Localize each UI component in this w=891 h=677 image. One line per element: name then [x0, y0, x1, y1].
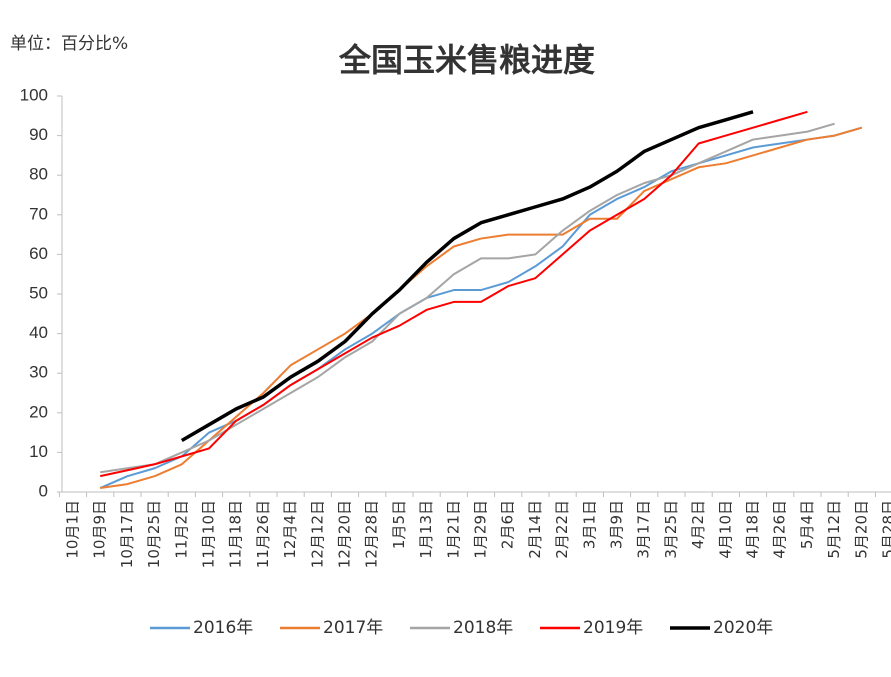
x-tick-label: 4月18日	[744, 500, 762, 559]
y-tick-label: 100	[20, 85, 48, 104]
x-tick-label: 11月2日	[172, 500, 190, 559]
x-tick-label: 1月21日	[444, 500, 462, 559]
x-tick-label: 10月9日	[91, 500, 109, 559]
x-tick-label: 5月4日	[798, 500, 816, 549]
y-tick-label: 90	[29, 125, 48, 144]
legend-label: 2020年	[713, 618, 773, 638]
y-tick-label: 30	[29, 363, 48, 382]
x-tick-label: 11月18日	[227, 500, 245, 568]
series-line	[100, 126, 863, 490]
x-tick-label: 12月20日	[336, 500, 354, 568]
x-tick-label: 5月28日	[880, 500, 891, 559]
x-tick-label: 11月10日	[200, 500, 218, 568]
legend-label: 2018年	[453, 618, 513, 638]
x-tick-label: 5月12日	[825, 500, 843, 559]
y-tick-label: 40	[29, 323, 48, 342]
x-tick-label: 12月12日	[308, 500, 326, 568]
y-tick-label: 80	[29, 165, 48, 184]
series-line	[180, 110, 754, 443]
x-tick-label: 3月17日	[635, 500, 653, 559]
y-tick-label: 70	[29, 204, 48, 223]
x-tick-label: 4月2日	[689, 500, 707, 549]
x-tick-label: 3月9日	[608, 500, 626, 549]
x-tick-label: 1月29日	[472, 500, 490, 559]
x-tick-label: 4月26日	[771, 500, 789, 559]
x-tick-label: 4月10日	[716, 500, 734, 559]
series-line	[99, 110, 808, 478]
x-tick-label: 10月17日	[118, 500, 136, 568]
x-tick-label: 2月14日	[526, 500, 544, 559]
legend-label: 2019年	[583, 618, 643, 638]
x-tick-label: 10月25日	[145, 500, 163, 568]
y-tick-label: 10	[29, 442, 48, 461]
y-tick-label: 60	[29, 244, 48, 263]
x-tick-label: 1月13日	[417, 500, 435, 559]
x-tick-label: 5月20日	[852, 500, 870, 559]
x-tick-label: 2月22日	[553, 500, 571, 559]
unit-label: 单位：百分比%	[10, 34, 128, 54]
x-tick-label: 1月5日	[390, 500, 408, 549]
series-line	[99, 126, 863, 489]
legend-label: 2016年	[193, 618, 253, 638]
y-tick-label: 50	[29, 283, 48, 302]
y-tick-label: 0	[39, 481, 48, 500]
y-tick-label: 20	[29, 402, 48, 421]
x-tick-label: 3月1日	[580, 500, 598, 549]
x-tick-label: 11月26日	[254, 500, 272, 568]
chart-title: 全国玉米售粮进度	[338, 41, 595, 79]
x-tick-label: 3月25日	[662, 500, 680, 559]
x-tick-label: 10月1日	[64, 500, 82, 559]
x-tick-label: 2月6日	[499, 500, 517, 549]
series-line	[100, 122, 835, 474]
x-tick-label: 12月4日	[281, 500, 299, 559]
legend-label: 2017年	[323, 618, 383, 638]
x-tick-label: 12月28日	[363, 500, 381, 568]
